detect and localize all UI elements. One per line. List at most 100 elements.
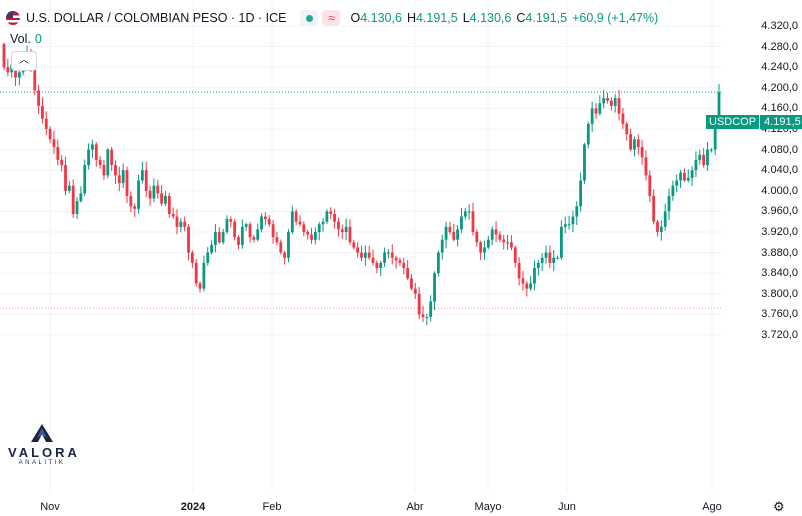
candle	[60, 155, 64, 172]
candle	[187, 224, 190, 261]
candle-body	[210, 244, 213, 253]
candle	[521, 270, 525, 291]
ohlc-readout: O4.130,6 H4.191,5 L4.130,6 C4.191,5 +60,9 (+…	[350, 11, 658, 25]
candle-body	[709, 149, 713, 151]
candle	[706, 142, 709, 171]
market-status[interactable]: ≈	[300, 10, 341, 26]
candle	[333, 208, 336, 229]
ohlc-key: O	[350, 11, 361, 25]
candle	[586, 121, 590, 149]
candle-body	[306, 232, 310, 235]
candle	[559, 220, 563, 260]
candle	[671, 180, 675, 201]
candle-body	[167, 195, 171, 214]
candle-body	[483, 247, 486, 253]
candle-body	[702, 154, 706, 166]
candle	[129, 191, 133, 213]
candle	[598, 95, 602, 116]
candle-body	[221, 232, 225, 243]
y-tick-label: 3.800,0	[761, 287, 798, 300]
candle	[302, 221, 306, 237]
y-tick-label: 3.920,0	[761, 226, 798, 238]
candle-body	[617, 98, 621, 114]
volume-label: Vol.	[10, 32, 31, 46]
candle-body	[640, 147, 644, 158]
candle-body	[586, 123, 590, 145]
candle	[121, 163, 125, 189]
chart-grid	[0, 0, 722, 492]
candle-body	[283, 252, 287, 258]
candle-body	[256, 229, 260, 240]
candle	[2, 42, 6, 70]
data-delay-icon[interactable]: ≈	[322, 10, 341, 26]
ohlc-key: L	[462, 11, 470, 25]
candle	[198, 281, 202, 293]
candle-body	[713, 123, 717, 150]
candle-body	[260, 216, 263, 230]
candle	[240, 219, 244, 249]
candle-body	[279, 242, 283, 253]
candle	[256, 223, 260, 242]
candle	[413, 282, 417, 299]
candle-body	[571, 216, 575, 225]
candle-body	[160, 193, 164, 204]
candle	[617, 90, 621, 121]
candle-body	[671, 185, 675, 196]
candle	[306, 230, 310, 240]
candle-body	[198, 283, 202, 289]
candle	[494, 221, 498, 243]
candle	[83, 159, 87, 197]
candle-body	[656, 221, 659, 232]
candle-body	[525, 283, 529, 289]
candle	[448, 221, 452, 235]
candle	[290, 205, 294, 235]
candle	[98, 155, 102, 169]
candle-body	[183, 221, 187, 227]
candle-body	[548, 252, 552, 263]
candle	[156, 179, 160, 199]
candle	[410, 274, 413, 291]
candle	[563, 216, 567, 234]
candle	[217, 227, 221, 244]
candle	[452, 223, 456, 242]
candle	[613, 94, 617, 113]
symbol-title[interactable]: U.S. DOLLAR / COLOMBIAN PESO · 1D · ICE	[26, 11, 287, 25]
candle	[260, 213, 263, 233]
candle	[548, 245, 552, 268]
candle	[486, 235, 490, 250]
candle-body	[79, 193, 83, 202]
candle	[110, 146, 114, 171]
candle	[171, 207, 175, 219]
candle-body	[410, 278, 413, 289]
candle	[467, 204, 471, 220]
candle	[621, 108, 625, 130]
candle	[144, 162, 148, 198]
candle	[567, 216, 571, 230]
collapse-legend-button[interactable]: ︿	[11, 51, 37, 71]
candle	[483, 240, 486, 260]
ohlc-item: O4.130,6	[350, 11, 401, 25]
ohlc-value: 4.191,5	[415, 11, 458, 25]
candle-body	[686, 177, 690, 181]
candle	[348, 219, 352, 245]
candle	[667, 188, 671, 220]
settings-gear-icon[interactable]: ⚙	[773, 499, 785, 514]
candle-body	[125, 170, 129, 196]
candle	[41, 97, 44, 124]
candle-body	[290, 211, 294, 232]
candle	[190, 250, 194, 268]
candle-body	[129, 195, 133, 207]
candle-body	[229, 219, 233, 222]
candle	[337, 217, 340, 237]
candle	[91, 139, 94, 159]
candle-body	[463, 211, 467, 217]
candle	[609, 97, 613, 111]
candle-body	[502, 239, 506, 243]
candle	[117, 166, 121, 192]
candle-body	[137, 180, 140, 209]
us-flag-icon	[6, 11, 20, 25]
candle-body	[83, 165, 87, 194]
candle-body	[644, 157, 648, 176]
market-open-icon[interactable]	[300, 10, 319, 26]
